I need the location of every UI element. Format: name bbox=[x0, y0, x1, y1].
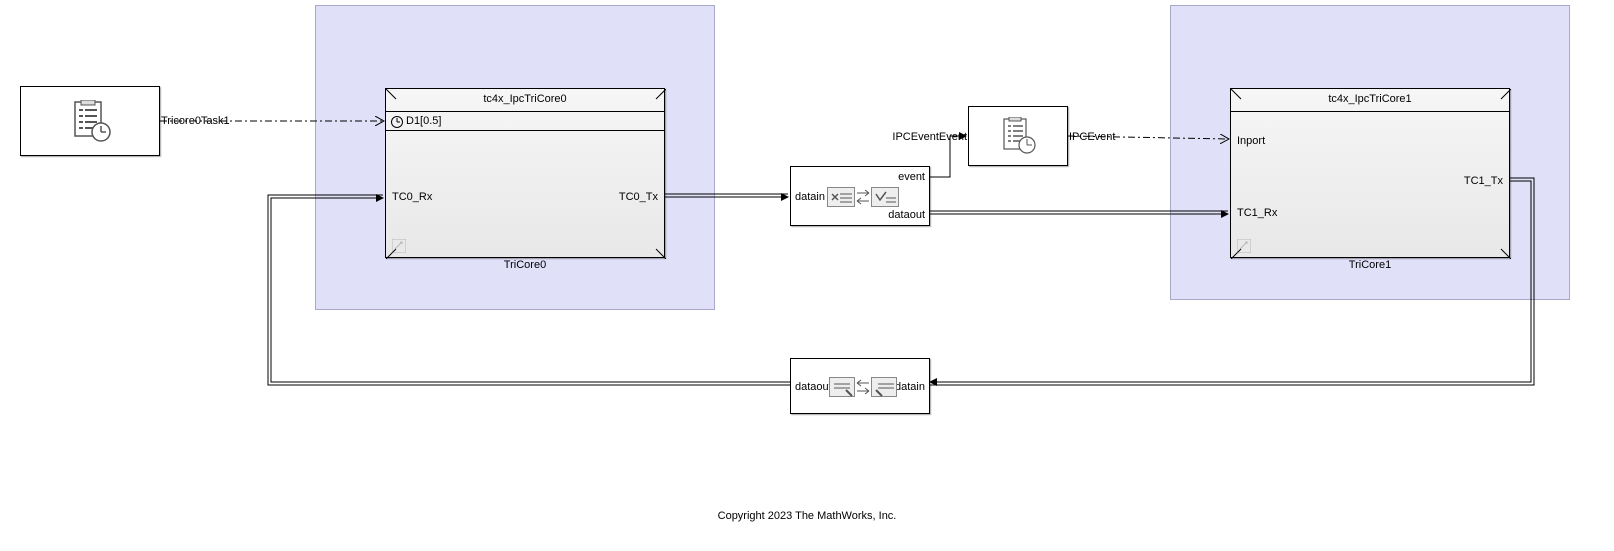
tricore1-port-tx: TC1_Tx bbox=[1464, 175, 1503, 187]
task-block[interactable]: Tricore0Task1 bbox=[20, 86, 160, 156]
ipc1-out-event: event bbox=[898, 171, 925, 183]
ipc2-right-label: datain bbox=[895, 381, 925, 393]
tricore0-port-tx: TC0_Tx bbox=[619, 191, 658, 203]
ipc2-block[interactable]: dataout datain bbox=[790, 358, 930, 414]
link-badge-icon bbox=[1237, 239, 1251, 253]
ipc1-out-dataout: dataout bbox=[888, 209, 925, 221]
tricore0-block-title: tc4x_IpcTriCore0 bbox=[483, 93, 566, 105]
ipcevent-block[interactable]: IPCEventEvent IPCEvent bbox=[968, 106, 1068, 166]
region-tricore1-title: TriCore1 bbox=[1173, 0, 1215, 2]
ipc1-in-datain: datain bbox=[795, 191, 825, 203]
clipboard-clock-icon bbox=[999, 117, 1039, 157]
ipc2-left-label: dataout bbox=[795, 381, 832, 393]
ipcevent-right-label: IPCEvent bbox=[1069, 131, 1115, 143]
clipboard-clock-icon bbox=[69, 100, 113, 144]
tricore1-port-rx: TC1_Rx bbox=[1237, 207, 1277, 219]
clock-icon bbox=[390, 115, 404, 129]
tricore0-block-name: TriCore0 bbox=[504, 259, 546, 271]
link-badge-icon bbox=[392, 239, 406, 253]
tricore1-block-title: tc4x_IpcTriCore1 bbox=[1328, 93, 1411, 105]
ipc2-arrows-icon bbox=[855, 377, 871, 397]
tricore1-port-inport: Inport bbox=[1237, 135, 1265, 147]
copyright-text: Copyright 2023 The MathWorks, Inc. bbox=[718, 510, 897, 522]
tricore0-block[interactable]: tc4x_IpcTriCore0 D1[0.5] TC0_Rx TC0_Tx T… bbox=[385, 88, 665, 258]
ipc1-icon-left bbox=[827, 187, 855, 207]
tricore1-corners bbox=[1231, 89, 1511, 259]
ipc1-block[interactable]: datain event dataout bbox=[790, 166, 930, 226]
tricore0-port-d1: D1[0.5] bbox=[406, 115, 441, 127]
tricore0-port-rx: TC0_Rx bbox=[392, 191, 432, 203]
ipc1-icon-right bbox=[871, 187, 899, 207]
ipc1-arrows-icon bbox=[855, 187, 871, 207]
region-tricore0-title: TriCore0 bbox=[318, 0, 360, 2]
ipc2-icon-left bbox=[829, 377, 855, 397]
ipc2-icon-right bbox=[871, 377, 897, 397]
tricore1-block[interactable]: tc4x_IpcTriCore1 Inport TC1_Rx TC1_Tx Tr… bbox=[1230, 88, 1510, 258]
task-signal-label: Tricore0Task1 bbox=[161, 115, 230, 127]
ipcevent-left-label: IPCEventEvent bbox=[892, 131, 967, 143]
tricore1-block-name: TriCore1 bbox=[1349, 259, 1391, 271]
